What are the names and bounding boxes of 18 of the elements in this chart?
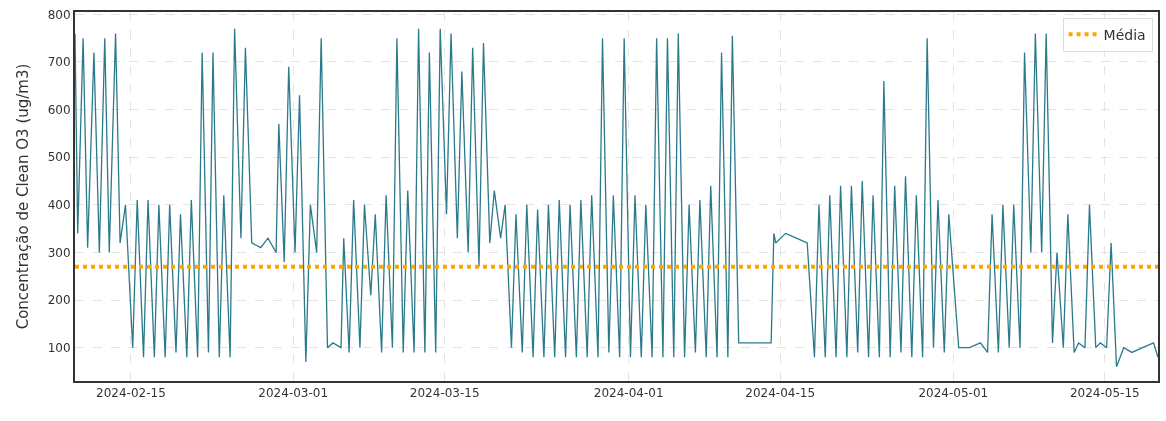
y-axis-title: Concentração de Clean O3 (ug/m3) xyxy=(14,63,33,330)
x-tick-label: 2024-02-15 xyxy=(96,386,166,401)
x-tick-label: 2024-04-01 xyxy=(593,386,664,401)
y-tick-label: 200 xyxy=(47,293,71,308)
y-tick-label: 100 xyxy=(47,340,71,355)
line-series xyxy=(75,28,1158,368)
x-tick-label: 2024-05-15 xyxy=(1069,386,1140,401)
y-tick-label: 500 xyxy=(47,150,71,165)
x-tick-label: 2024-03-15 xyxy=(409,386,480,401)
y-tick-label: 300 xyxy=(47,245,71,260)
y-tick-label: 800 xyxy=(47,7,71,22)
x-tick-label: 2024-04-15 xyxy=(745,386,816,401)
legend-label: Média xyxy=(1103,26,1146,43)
y-tick-label: 600 xyxy=(47,102,71,117)
y-tick-label: 400 xyxy=(47,198,71,213)
x-tick-label: 2024-05-01 xyxy=(918,386,989,401)
x-tick-label: 2024-03-01 xyxy=(258,386,329,401)
y-tick-label: 700 xyxy=(47,55,71,70)
